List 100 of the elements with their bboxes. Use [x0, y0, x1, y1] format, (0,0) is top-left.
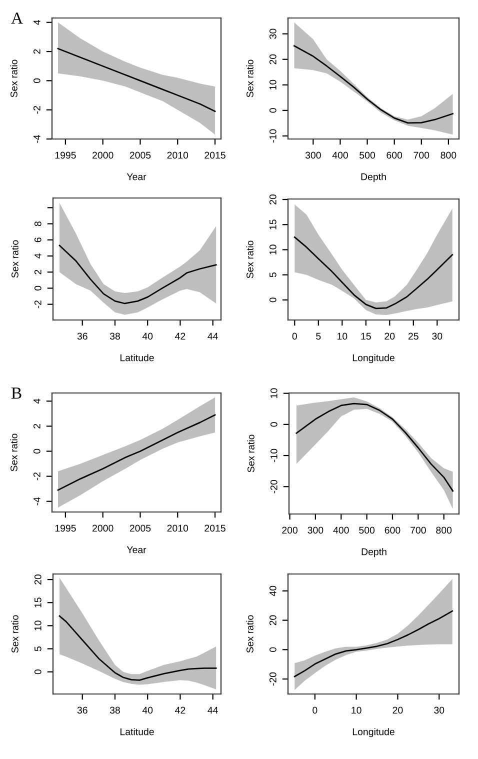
x-tick-label: 400 [332, 152, 348, 159]
y-tick-label: 10 [269, 244, 276, 254]
y-tick-label: 0 [270, 422, 278, 427]
x-tick-label: 2015 [204, 524, 226, 532]
x-tick-label: 36 [77, 706, 88, 714]
y-tick-label: 20 [269, 615, 276, 626]
x-tick-label: 600 [384, 526, 400, 534]
x-tick-label: 20 [384, 332, 395, 340]
y-axis-title: Sex ratio [247, 434, 254, 472]
y-tick-label: 10 [34, 620, 42, 630]
x-axis-title: Latitude [120, 354, 154, 362]
x-tick-label: 700 [410, 526, 426, 534]
y-tick-label: 4 [34, 20, 40, 25]
x-tick-label: 42 [175, 332, 186, 340]
x-axis-title: Depth [361, 173, 386, 182]
x-tick-label: 20 [392, 706, 403, 714]
x-tick-label: 0 [312, 706, 318, 714]
y-tick-label: -4 [34, 134, 40, 143]
y-tick-label: 0 [34, 286, 42, 291]
y-tick-label: 20 [269, 194, 276, 204]
y-tick-label: 5 [34, 646, 42, 652]
y-tick-label: 20 [34, 574, 42, 584]
line-series [294, 236, 454, 310]
x-tick-label: 2000 [92, 524, 114, 532]
y-tick-label: 0 [269, 108, 276, 113]
x-tick-label: 42 [175, 706, 186, 714]
x-tick-label: 2010 [167, 524, 188, 532]
y-tick-label: 30 [269, 28, 276, 39]
line-series [57, 48, 216, 112]
line-series [58, 615, 217, 681]
x-tick-label: 600 [386, 152, 402, 159]
y-tick-label: -20 [270, 480, 278, 494]
y-tick-label: 2 [34, 270, 42, 274]
y-tick-label: 0 [33, 78, 40, 84]
x-tick-label: 1995 [55, 152, 76, 159]
x-tick-label: 38 [110, 332, 120, 340]
text: A [11, 12, 23, 24]
x-tick-label: 10 [352, 706, 362, 714]
x-tick-label: 25 [408, 332, 418, 340]
y-tick-label: -2 [34, 300, 42, 308]
y-axis-title: Sex ratio [10, 434, 18, 472]
y-tick-label: 5 [270, 272, 276, 278]
x-tick-label: 15 [361, 332, 371, 340]
x-tick-label: 36 [77, 332, 88, 340]
y-tick-label: 20 [269, 54, 276, 64]
text: B [11, 388, 22, 399]
x-tick-label: 38 [110, 706, 120, 714]
x-tick-label: 2000 [92, 152, 114, 159]
y-tick-label: 2 [33, 49, 40, 54]
x-tick-label: 800 [436, 526, 452, 534]
x-axis-title: Year [126, 546, 146, 554]
x-tick-label: 800 [440, 152, 456, 159]
line-series [294, 45, 454, 124]
y-tick-label: 4 [34, 398, 40, 404]
x-axis-title: Depth [362, 548, 386, 558]
x-tick-label: 2015 [204, 152, 226, 159]
y-tick-label: 2 [33, 424, 40, 428]
y-tick-label: 0 [34, 670, 42, 674]
x-tick-label: 5 [316, 332, 321, 340]
x-tick-label: 400 [333, 526, 349, 534]
x-tick-label: 500 [359, 526, 375, 534]
y-tick-label: 40 [269, 586, 276, 596]
line-series [296, 402, 454, 492]
x-tick-label: 1995 [55, 524, 76, 532]
y-tick-label: 10 [270, 388, 278, 398]
y-tick-label: 0 [269, 298, 276, 302]
line-series [58, 244, 217, 304]
x-tick-label: 300 [305, 152, 321, 159]
y-tick-label: 15 [270, 220, 276, 230]
y-tick-label: -4 [34, 497, 40, 506]
x-tick-label: 40 [142, 706, 153, 714]
y-tick-label: 4 [34, 254, 42, 258]
x-tick-label: 40 [142, 332, 153, 340]
y-axis-title: Sex ratio [246, 615, 254, 653]
x-tick-label: 2010 [167, 152, 188, 159]
x-axis-title: Latitude [120, 728, 154, 736]
x-axis-title: Year [126, 173, 146, 180]
y-tick-label: 6 [34, 238, 42, 242]
y-tick-label: -2 [33, 106, 40, 114]
x-axis-title: Longitude [352, 354, 394, 364]
y-axis-title: Sex ratio [11, 240, 18, 278]
y-tick-label: 15 [34, 598, 42, 608]
line-series [294, 610, 454, 678]
x-tick-label: 30 [432, 332, 442, 340]
line-series [57, 414, 216, 491]
x-tick-label: 2005 [130, 152, 151, 159]
y-axis-title: Sex ratio [246, 240, 254, 278]
y-axis-title: Sex ratio [10, 60, 18, 98]
x-tick-label: 200 [282, 526, 298, 534]
y-axis-title: Sex ratio [246, 60, 254, 98]
x-tick-label: 44 [208, 332, 218, 340]
y-tick-label: -10 [270, 448, 278, 462]
y-axis-title: Sex ratio [11, 615, 18, 653]
x-tick-label: 30 [434, 706, 444, 714]
x-tick-label: 2005 [130, 524, 151, 532]
x-tick-label: 500 [360, 152, 376, 159]
x-tick-label: 300 [308, 526, 324, 534]
y-tick-label: -10 [269, 129, 276, 143]
x-tick-label: 700 [414, 152, 430, 159]
x-tick-label: 44 [208, 706, 218, 714]
